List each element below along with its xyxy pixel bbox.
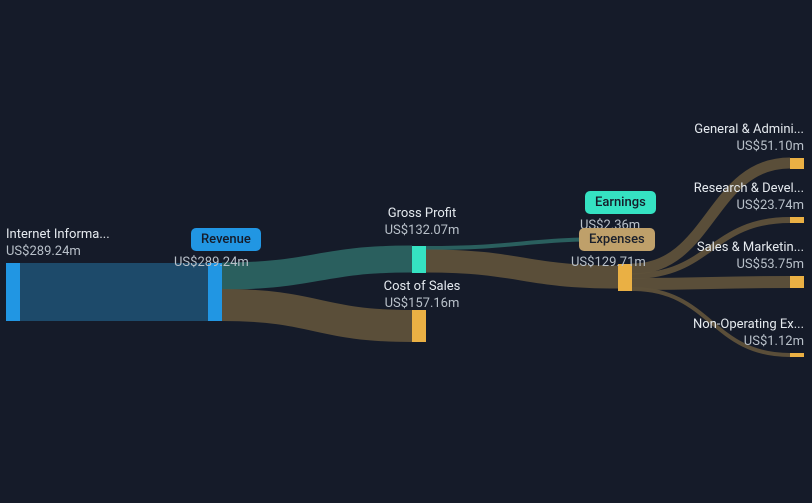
label-expenses-value: US$129.71m bbox=[571, 254, 646, 271]
node-source[interactable] bbox=[6, 263, 20, 321]
badge-expenses[interactable]: Expenses bbox=[579, 228, 655, 251]
flow-revenue-to-gross_profit[interactable] bbox=[222, 259, 412, 276]
flows-layer bbox=[0, 0, 812, 503]
label-sales-marketing: Sales & Marketin... US$53.75m bbox=[697, 239, 804, 273]
label-value: US$289.24m bbox=[174, 254, 249, 271]
label-title: Research & Devel... bbox=[694, 180, 804, 197]
label-title: Sales & Marketin... bbox=[697, 239, 804, 256]
sankey-chart: Internet Informa... US$289.24m Revenue U… bbox=[0, 0, 812, 503]
label-research-dev: Research & Devel... US$23.74m bbox=[694, 180, 804, 214]
flow-expenses-to-sm[interactable] bbox=[632, 282, 790, 284]
label-value: US$289.24m bbox=[6, 243, 110, 260]
label-title: Gross Profit bbox=[382, 205, 462, 222]
label-value: US$129.71m bbox=[571, 254, 646, 271]
label-value: US$23.74m bbox=[694, 197, 804, 214]
label-value: US$1.12m bbox=[693, 333, 804, 350]
label-value: US$132.07m bbox=[382, 222, 462, 239]
badge-earnings[interactable]: Earnings bbox=[585, 191, 656, 214]
label-value: US$53.75m bbox=[697, 256, 804, 273]
label-title: Cost of Sales bbox=[380, 278, 464, 295]
label-source: Internet Informa... US$289.24m bbox=[6, 226, 110, 260]
label-general-admin: General & Admini... US$51.10m bbox=[694, 121, 804, 155]
label-value: US$157.16m bbox=[380, 295, 464, 312]
label-title: General & Admini... bbox=[694, 121, 804, 138]
label-title: Non-Operating Ex... bbox=[693, 316, 804, 333]
node-cost-of-sales[interactable] bbox=[412, 310, 426, 342]
label-non-operating: Non-Operating Ex... US$1.12m bbox=[693, 316, 804, 350]
node-general-admin[interactable] bbox=[790, 158, 804, 169]
node-revenue[interactable] bbox=[208, 263, 222, 321]
label-value: US$51.10m bbox=[694, 138, 804, 155]
label-cost-of-sales: Cost of Sales US$157.16m bbox=[380, 278, 464, 312]
label-title: Internet Informa... bbox=[6, 226, 110, 243]
label-gross-profit: Gross Profit US$132.07m bbox=[382, 205, 462, 239]
node-non-operating[interactable] bbox=[790, 353, 804, 357]
node-sales-marketing[interactable] bbox=[790, 276, 804, 288]
badge-revenue[interactable]: Revenue bbox=[191, 228, 261, 251]
node-research-dev[interactable] bbox=[790, 217, 804, 223]
label-revenue-value: US$289.24m bbox=[174, 254, 249, 271]
node-gross-profit[interactable] bbox=[412, 246, 426, 273]
